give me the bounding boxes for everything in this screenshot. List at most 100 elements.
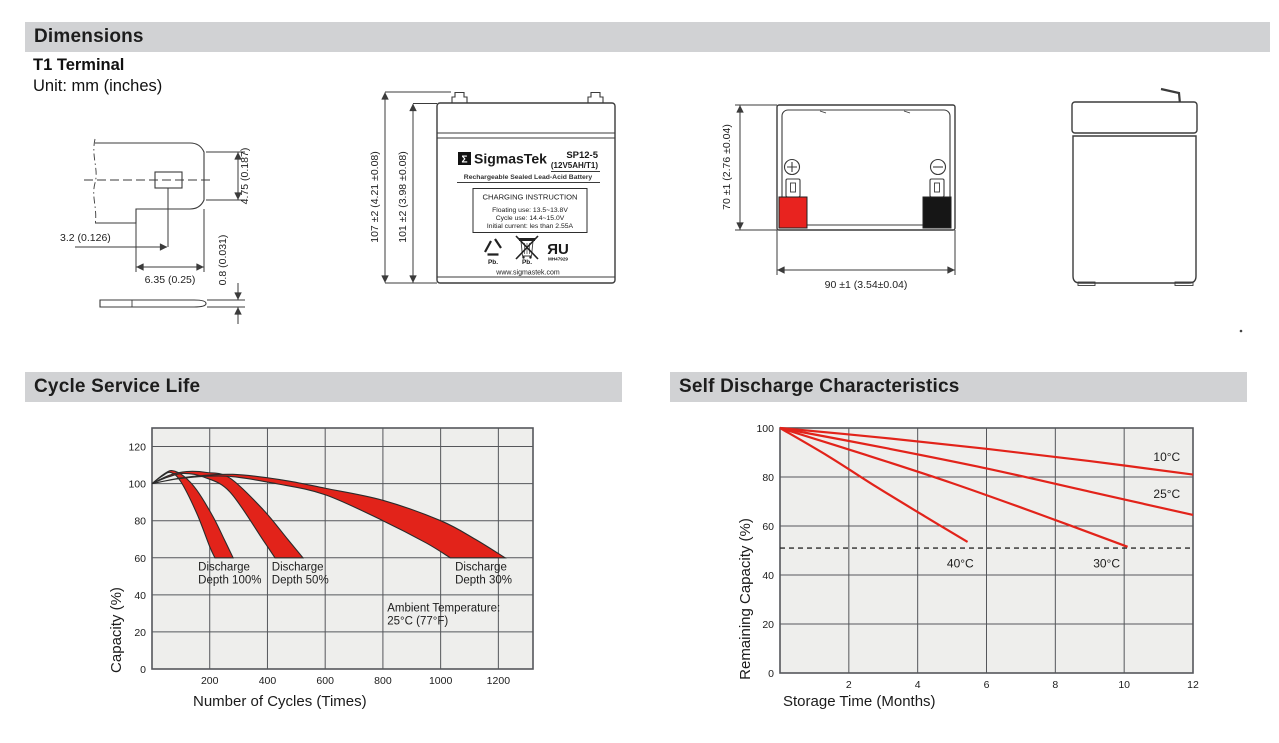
series-line <box>779 426 1194 476</box>
y-tick-label: 0 <box>768 668 774 680</box>
y-tick-label: 40 <box>762 570 774 582</box>
crossed-bin-pb-icon: Pb. <box>515 235 539 266</box>
negative-terminal-marker <box>929 158 947 176</box>
section-header-cycle-life: Cycle Service Life <box>25 372 622 402</box>
battery-type-line: Rechargeable Sealed Lead-Acid Battery <box>464 174 593 181</box>
charging-floating: Floating use: 13.5~13.8V <box>492 207 568 214</box>
y-tick-label: 40 <box>134 590 146 602</box>
series-label: 25°C <box>1153 487 1180 501</box>
foot-right <box>1174 281 1194 286</box>
dim-tab-height: 4.75 (0.187) <box>239 148 251 205</box>
x-tick-label: 1200 <box>487 675 511 687</box>
charging-instruction-box <box>472 188 588 233</box>
ul-file-number: MH47929 <box>548 257 568 262</box>
dim-tab-width: 6.35 (0.25) <box>145 274 196 286</box>
dim-hole-offset: 3.2 (0.126) <box>60 232 111 244</box>
x-tick-label: 2 <box>846 679 852 691</box>
svg-text:ЯU: ЯU <box>547 241 569 258</box>
section-header-self-discharge: Self Discharge Characteristics <box>670 372 1247 402</box>
sigma-logo-icon <box>458 152 471 165</box>
terminal-type-heading: T1 Terminal <box>33 56 125 74</box>
chart-annotation: Ambient Temperature: <box>387 603 500 615</box>
negative-terminal <box>922 178 952 229</box>
discharge-band <box>151 470 234 559</box>
dim-case-height: 101 ±2 (3.98 ±0.08) <box>397 151 409 243</box>
self-discharge-chart: 2 4 6 8 10 12 0 20 40 60 80 100 10°C 25°C 30°C 40°C Rem… <box>737 423 1199 710</box>
model-number: SP12-5 <box>566 150 598 161</box>
top-dimensions: 70 ±1 (2.76 ±0.04) 90 ±1 (3.54±0.04) <box>721 104 956 291</box>
side-body <box>1072 135 1197 284</box>
terminal-post-right <box>587 91 604 103</box>
front-dimensions: 107 ±2 (4.21 ±0.08) 101 ±2 (3.98 ±0.08) <box>369 91 451 284</box>
dim-total-height: 107 ±2 (4.21 ±0.08) <box>369 151 381 243</box>
positive-terminal <box>778 178 808 229</box>
chart-annotation: Depth 30% <box>455 575 512 587</box>
section-header-dimensions: Dimensions <box>25 22 1270 52</box>
brand-name: SigmasTek <box>474 151 547 167</box>
spec-text: (12V5AH/T1) <box>551 161 598 170</box>
battery-front-view: Σ SigmasTek SP12-5 (12V5AH/T1) Rechargea… <box>369 91 616 284</box>
y-tick-label: 60 <box>134 553 146 565</box>
cycle-service-life-chart: 200 400 600 800 1000 1200 0 20 40 60 80 100 120 Disch… <box>108 427 534 710</box>
x-tick-label: 600 <box>316 675 334 687</box>
svg-text:Pb.: Pb. <box>522 259 532 266</box>
terminal-edge-view <box>99 299 207 308</box>
battery-label: Σ SigmasTek SP12-5 (12V5AH/T1) Rechargea… <box>457 150 600 277</box>
terminal-dimensions: 3.2 (0.126) 6.35 (0.25) 4.75 (0.187) 0.8… <box>60 148 251 324</box>
top-outline <box>776 104 956 231</box>
y-tick-label: 100 <box>756 423 774 435</box>
terminal-post-left <box>451 91 468 103</box>
y-tick-label: 80 <box>762 472 774 484</box>
series-label: 30°C <box>1093 557 1120 571</box>
chart-annotation: Discharge <box>272 562 324 574</box>
chart-annotation: Depth 100% <box>198 575 261 587</box>
x-axis-title: Storage Time (Months) <box>783 693 936 710</box>
chart-annotation: Discharge <box>198 562 250 574</box>
y-tick-label: 100 <box>128 479 146 491</box>
discharge-band <box>151 470 305 559</box>
negative-block <box>922 196 952 229</box>
charging-cycle: Cycle use: 14.4~15.0V <box>496 215 565 222</box>
sigma-glyph: Σ <box>461 155 467 166</box>
x-tick-label: 6 <box>984 679 990 691</box>
front-outline <box>436 91 616 284</box>
terminal-tab <box>1160 87 1182 105</box>
battery-top-view: 70 ±1 (2.76 ±0.04) 90 ±1 (3.54±0.04) <box>721 104 956 291</box>
chart-annotation: Discharge <box>455 562 507 574</box>
positive-block <box>778 196 808 229</box>
plot-area: 200 400 600 800 1000 1200 0 20 40 60 80 100 120 Disch… <box>128 427 534 687</box>
battery-case <box>436 102 616 284</box>
y-axis-title: Remaining Capacity (%) <box>737 518 754 680</box>
chart-annotation: 25°C (77°F) <box>387 616 448 628</box>
charging-title: CHARGING INSTRUCTION <box>483 193 578 202</box>
section-title: Cycle Service Life <box>34 376 201 397</box>
discharge-band <box>151 473 507 559</box>
y-tick-label: 120 <box>128 442 146 454</box>
y-tick-label: 80 <box>134 516 146 528</box>
dim-width: 90 ±1 (3.54±0.04) <box>825 279 908 291</box>
y-tick-label: 60 <box>762 521 774 533</box>
recycle-pb-icon: Pb. <box>484 238 502 266</box>
x-tick-label: 1000 <box>429 675 453 687</box>
series-line <box>779 426 1128 548</box>
plot-area: 2 4 6 8 10 12 0 20 40 60 80 100 10°C 25°C 30°C 40°C <box>756 423 1199 691</box>
battery-side-view <box>1071 87 1243 333</box>
unit-note: Unit: mm (inches) <box>33 77 163 95</box>
ul-recognized-icon: ЯU MH47929 <box>547 241 569 262</box>
plot-border <box>779 427 1194 674</box>
y-tick-label: 20 <box>134 627 146 639</box>
x-tick-label: 400 <box>259 675 277 687</box>
positive-terminal-marker <box>783 158 801 176</box>
series-line <box>779 426 1194 517</box>
terminal-side-profile <box>84 138 213 226</box>
dim-depth: 70 ±1 (2.76 ±0.04) <box>721 124 733 210</box>
y-tick-label: 0 <box>140 664 146 676</box>
x-tick-label: 8 <box>1052 679 1058 691</box>
x-tick-label: 800 <box>374 675 392 687</box>
x-tick-label: 200 <box>201 675 219 687</box>
series-label: 40°C <box>947 557 974 571</box>
plot-border <box>151 427 534 670</box>
side-lid <box>1071 101 1198 134</box>
x-axis-title: Number of Cycles (Times) <box>193 693 367 710</box>
